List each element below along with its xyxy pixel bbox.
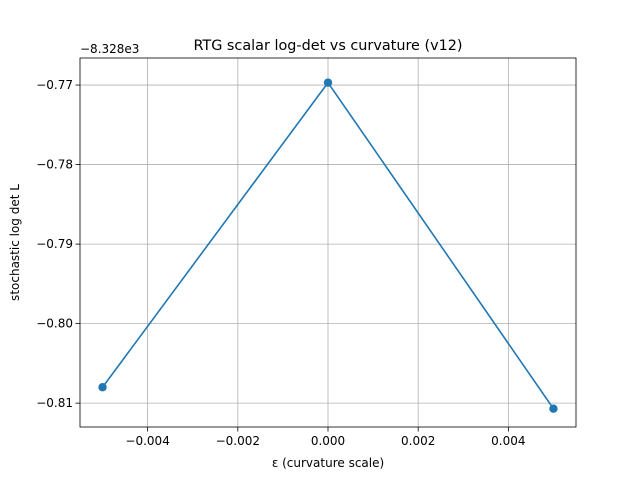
chart-title: RTG scalar log-det vs curvature (v12) [193, 38, 462, 54]
x-tick-label: 0.000 [311, 434, 345, 448]
y-tick-label: −0.77 [36, 78, 73, 92]
y-offset-text: −8.328e3 [80, 42, 139, 56]
x-ticks: −0.004 −0.002 0.000 0.002 0.004 [125, 427, 526, 448]
grid [80, 58, 576, 427]
y-tick-label: −0.80 [36, 317, 73, 331]
y-tick-label: −0.81 [36, 396, 73, 410]
x-tick-label: 0.002 [401, 434, 435, 448]
y-axis-label: stochastic log det L [8, 184, 22, 301]
x-tick-label: −0.004 [125, 434, 169, 448]
x-tick-label: 0.004 [491, 434, 525, 448]
data-point [549, 404, 558, 413]
x-axis-label: ε (curvature scale) [272, 456, 384, 470]
series-layer [98, 78, 558, 413]
data-point [323, 78, 333, 87]
data-point [98, 383, 107, 392]
y-tick-label: −0.79 [36, 237, 73, 251]
y-ticks: −0.81 −0.80 −0.79 −0.78 −0.77 [36, 78, 80, 410]
x-tick-label: −0.002 [216, 434, 260, 448]
y-tick-label: −0.78 [36, 158, 73, 172]
